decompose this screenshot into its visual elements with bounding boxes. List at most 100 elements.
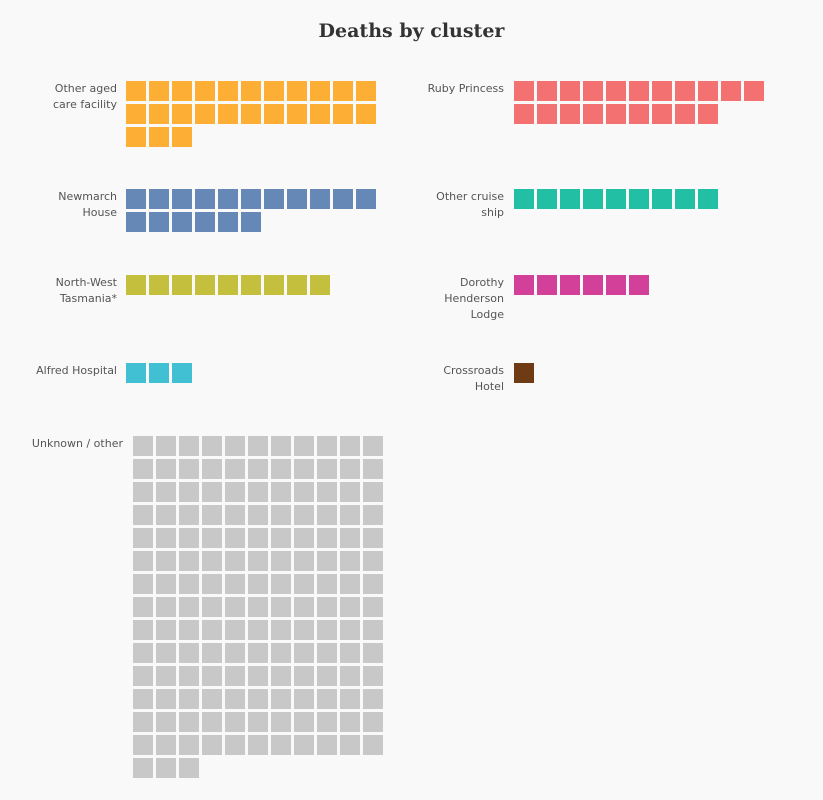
death-square [225, 620, 245, 640]
death-square [218, 212, 238, 232]
death-square [317, 436, 337, 456]
cluster-label-other-aged-care-facility: Other aged care facility [53, 82, 117, 111]
death-square [241, 81, 261, 101]
death-square [133, 689, 153, 709]
death-square [133, 482, 153, 502]
death-square [363, 689, 383, 709]
death-square [652, 81, 672, 101]
death-square [248, 666, 268, 686]
death-square [202, 528, 222, 548]
death-square [248, 551, 268, 571]
death-square [179, 735, 199, 755]
death-square [126, 212, 146, 232]
death-square [126, 275, 146, 295]
death-square [340, 505, 360, 525]
death-square [356, 104, 376, 124]
death-square [202, 712, 222, 732]
death-square [514, 104, 534, 124]
death-square [133, 643, 153, 663]
death-square [294, 689, 314, 709]
chart-title: Deaths by cluster [318, 20, 505, 42]
death-square [133, 758, 153, 778]
death-square [179, 505, 199, 525]
death-square [149, 212, 169, 232]
death-square [241, 104, 261, 124]
death-square [172, 127, 192, 147]
death-square [294, 666, 314, 686]
death-square [225, 505, 245, 525]
death-square [195, 81, 215, 101]
death-square [156, 620, 176, 640]
death-square [248, 689, 268, 709]
death-square [225, 551, 245, 571]
death-square [248, 574, 268, 594]
death-square [202, 551, 222, 571]
death-square [537, 275, 557, 295]
death-square [294, 620, 314, 640]
death-square [225, 597, 245, 617]
death-square [156, 574, 176, 594]
death-square [271, 689, 291, 709]
death-square [179, 482, 199, 502]
death-square [537, 104, 557, 124]
death-square [218, 275, 238, 295]
death-square [241, 212, 261, 232]
death-square [652, 189, 672, 209]
death-square [560, 81, 580, 101]
death-square [363, 528, 383, 548]
death-square [179, 666, 199, 686]
death-square [202, 436, 222, 456]
death-square [294, 643, 314, 663]
death-square [317, 459, 337, 479]
death-square [363, 597, 383, 617]
death-square [363, 574, 383, 594]
death-square [179, 597, 199, 617]
death-square [202, 643, 222, 663]
death-square [340, 482, 360, 502]
death-square [317, 643, 337, 663]
death-square [172, 189, 192, 209]
death-square [195, 104, 215, 124]
death-square [537, 189, 557, 209]
death-square [310, 189, 330, 209]
death-square [156, 459, 176, 479]
death-square [179, 758, 199, 778]
death-square [317, 574, 337, 594]
death-square [363, 505, 383, 525]
death-square [317, 666, 337, 686]
death-square [126, 104, 146, 124]
death-square [179, 459, 199, 479]
death-square [363, 712, 383, 732]
death-square [271, 505, 291, 525]
death-square [340, 735, 360, 755]
death-square [363, 459, 383, 479]
death-square [149, 189, 169, 209]
death-square [271, 528, 291, 548]
death-square [225, 459, 245, 479]
death-square [179, 712, 199, 732]
death-square [560, 189, 580, 209]
death-square [340, 551, 360, 571]
cluster-label-unknown-other: Unknown / other [31, 437, 123, 450]
death-square [294, 505, 314, 525]
death-square [179, 620, 199, 640]
death-square [583, 275, 603, 295]
death-square [629, 81, 649, 101]
death-square [202, 597, 222, 617]
death-square [202, 735, 222, 755]
death-square [126, 127, 146, 147]
death-square [225, 712, 245, 732]
death-square [156, 482, 176, 502]
death-square [287, 275, 307, 295]
death-square [248, 459, 268, 479]
death-square [225, 666, 245, 686]
death-square [172, 212, 192, 232]
death-square [248, 620, 268, 640]
death-square [363, 436, 383, 456]
death-square [294, 574, 314, 594]
cluster-label-newmarch-house: Newmarch House [58, 190, 117, 219]
death-square [133, 505, 153, 525]
death-square [195, 189, 215, 209]
death-square [363, 735, 383, 755]
death-square [340, 620, 360, 640]
